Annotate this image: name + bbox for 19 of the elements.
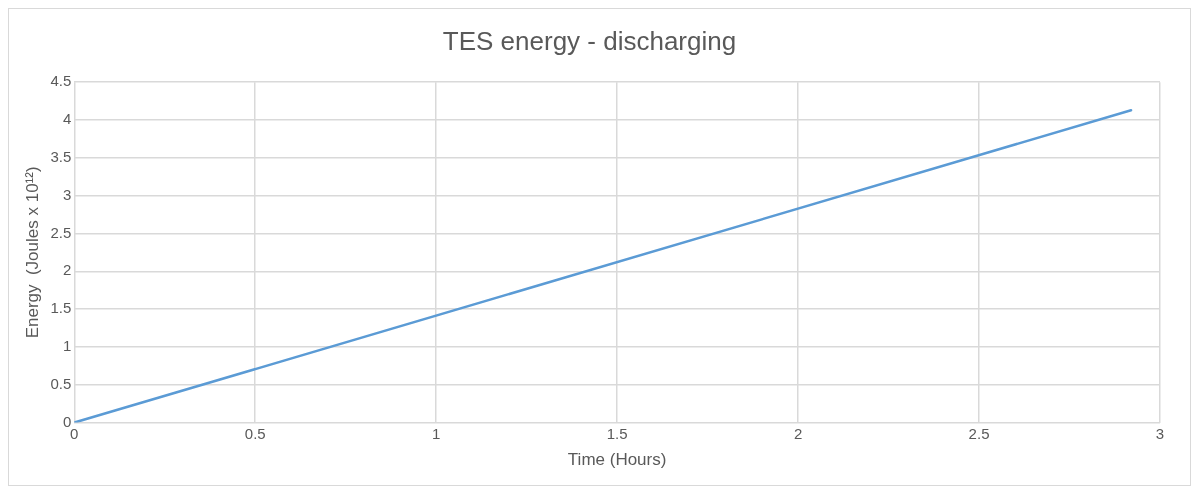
chart-title: TES energy - discharging bbox=[442, 25, 737, 56]
y-tick-label: 1.5 bbox=[50, 299, 72, 317]
x-tick-label: 3 bbox=[1155, 424, 1165, 442]
y-tick-label: 4.5 bbox=[50, 72, 72, 90]
x-tick-label: 2 bbox=[793, 424, 803, 442]
x-tick-label: 1.5 bbox=[606, 424, 628, 442]
x-tick-label: 1 bbox=[432, 424, 441, 442]
y-axis-title: Energy (Joules x 10¹²) bbox=[22, 166, 42, 339]
y-tick-label: 1 bbox=[62, 337, 72, 355]
y-tick-label: 0 bbox=[62, 412, 72, 430]
y-tick-label: 3.5 bbox=[50, 147, 72, 165]
x-axis-title: Time (Hours) bbox=[567, 450, 667, 470]
y-tick-label: 4 bbox=[62, 110, 72, 128]
y-tick-label: 3 bbox=[62, 185, 72, 203]
y-tick-label: 0.5 bbox=[50, 374, 72, 392]
x-tick-label: 0.5 bbox=[244, 424, 266, 442]
y-tick-label: 2.5 bbox=[50, 223, 72, 241]
x-tick-label: 2.5 bbox=[968, 424, 990, 442]
y-tick-label: 2 bbox=[62, 261, 72, 279]
